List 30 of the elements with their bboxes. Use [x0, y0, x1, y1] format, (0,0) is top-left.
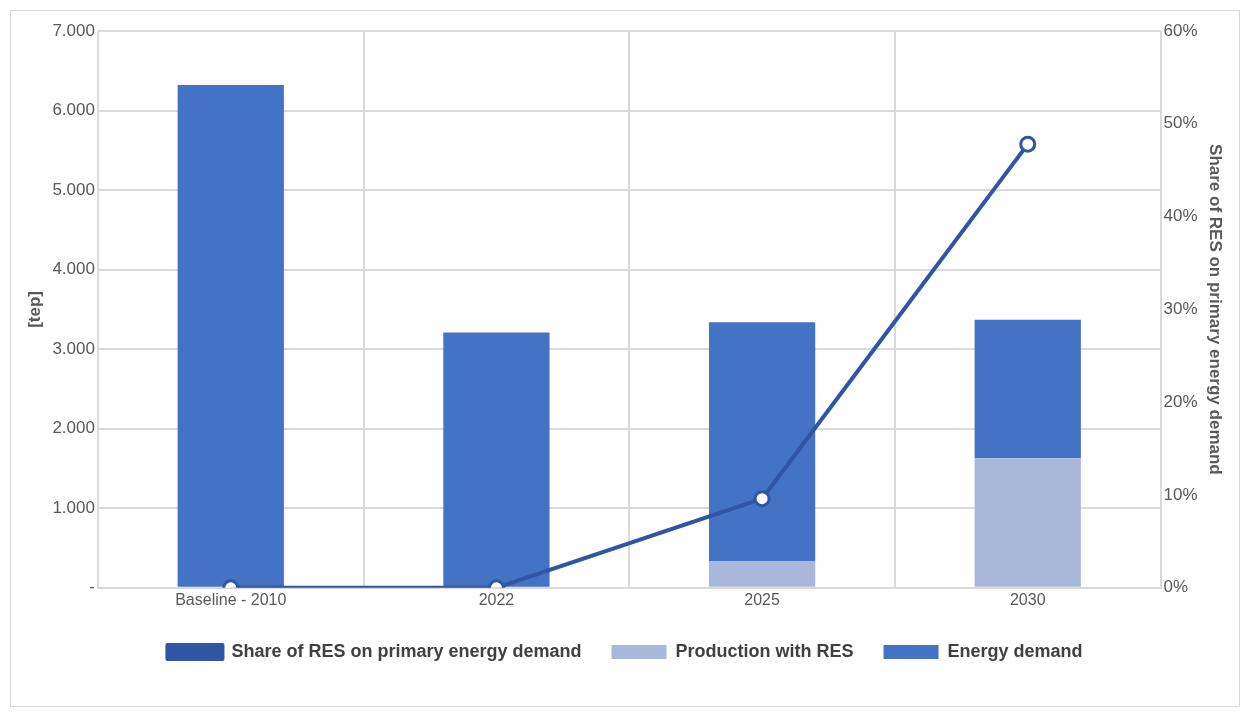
legend-label: Energy demand — [947, 640, 1083, 661]
bar — [177, 85, 284, 587]
y-tick-label: - — [89, 577, 95, 597]
y2-tick-label: 40% — [1163, 206, 1198, 226]
y-tick-label: 4.000 — [52, 259, 95, 279]
bar — [974, 319, 1081, 459]
y-tick-label: 7.000 — [52, 20, 95, 40]
y2-tick-label: 60% — [1163, 20, 1198, 40]
y2-tick-label: 30% — [1163, 299, 1198, 319]
y2-tick-label: 20% — [1163, 391, 1198, 411]
x-tick-label: Baseline - 2010 — [175, 590, 287, 608]
y2-tick-label: 50% — [1163, 113, 1198, 133]
y2-axis-title: Share of RES on primary energy demand — [1206, 144, 1226, 475]
bar — [708, 322, 816, 562]
bar — [443, 332, 550, 587]
y-axis-title: [tep] — [24, 290, 44, 328]
x-tick-label: 2022 — [478, 590, 515, 608]
y-tick-label: 3.000 — [52, 338, 95, 358]
y2-tick-label: 10% — [1163, 484, 1198, 504]
bar — [974, 458, 1081, 587]
y-tick-label: 5.000 — [52, 179, 95, 199]
bar — [708, 561, 816, 587]
y-tick-label: 2.000 — [52, 418, 95, 438]
y2-tick-label: 0% — [1163, 577, 1189, 597]
x-tick-label: 2030 — [1009, 590, 1046, 608]
legend-label: Share of RES on primary energy demand — [231, 640, 582, 661]
legend-label: Production with RES — [675, 640, 854, 661]
y-tick-label: 1.000 — [52, 497, 95, 517]
y-tick-label: 6.000 — [52, 100, 95, 120]
x-tick-label: 2025 — [744, 590, 780, 608]
